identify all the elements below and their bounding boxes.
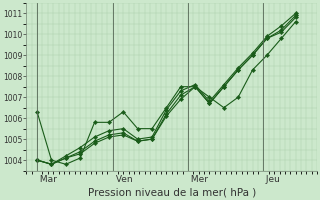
X-axis label: Pression niveau de la mer( hPa ): Pression niveau de la mer( hPa ) xyxy=(88,187,256,197)
